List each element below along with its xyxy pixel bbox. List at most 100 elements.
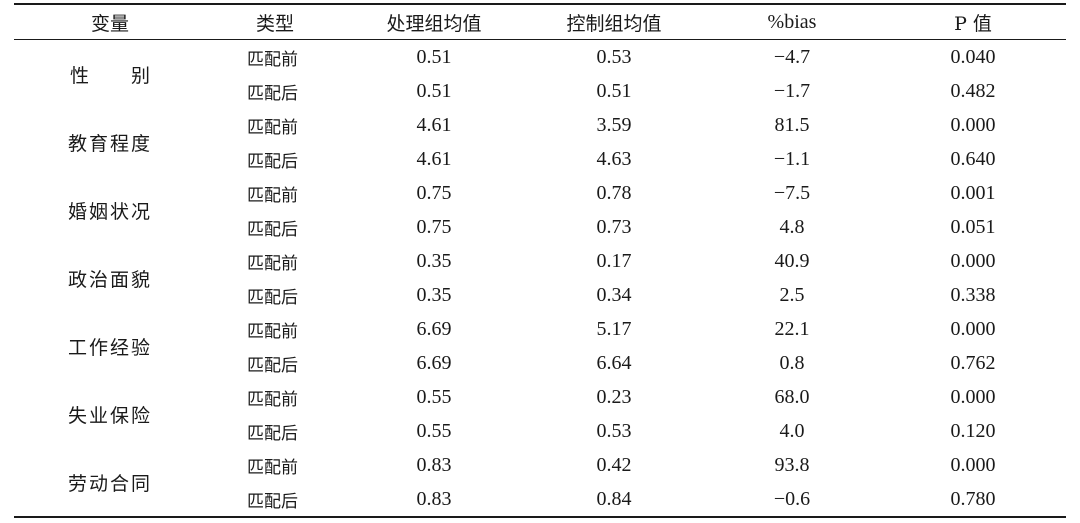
table-row: 匹配后 0.35 0.34 2.5 0.338 [14,278,1066,312]
p-value-cell: 0.051 [950,215,996,238]
header-bias: %bias [767,10,817,33]
type-cell: 匹配后 [247,355,298,376]
type-cell: 匹配前 [247,253,298,274]
table-row: 政治面貌 匹配前 0.35 0.17 40.9 0.000 [14,244,1066,291]
p-value-cell: 0.000 [950,249,996,272]
bias-cell: −1.1 [773,147,811,170]
type-cell: 匹配后 [247,491,298,512]
variable-name: 性 别 [70,64,150,87]
header-row: 变量 类型 处理组均值 控制组均值 %bias P 值 [14,4,1066,40]
header-variable: 变量 [90,12,129,35]
p-value-cell: 0.001 [950,181,996,204]
treatment-mean-cell: 0.51 [416,79,452,102]
type-cell: 匹配前 [247,321,298,342]
bias-cell: 93.8 [774,453,810,476]
treatment-mean-cell: 0.51 [416,45,452,68]
type-cell: 匹配前 [247,389,298,410]
table-row: 匹配后 0.83 0.84 −0.6 0.780 [14,482,1066,517]
table-row: 性 别 匹配前 0.51 0.53 −4.7 0.040 [14,40,1066,87]
type-cell: 匹配后 [247,423,298,444]
treatment-mean-cell: 0.75 [416,215,452,238]
header-control-mean: 控制组均值 [566,12,662,35]
table-row: 婚姻状况 匹配前 0.75 0.78 −7.5 0.001 [14,176,1066,223]
variable-name-cell: 教育程度 [67,132,152,155]
control-mean-cell: 0.23 [596,385,632,408]
control-mean-cell: 0.34 [596,283,632,306]
control-mean-cell: 3.59 [596,113,632,136]
control-mean-cell: 0.53 [596,419,632,442]
treatment-mean-cell: 0.55 [416,419,452,442]
bias-cell: 68.0 [774,385,810,408]
variable-name-cell: 劳动合同 [67,472,152,495]
type-cell: 匹配后 [247,219,298,240]
bias-cell: 0.8 [779,351,805,374]
type-cell: 匹配后 [247,287,298,308]
variable-name-cell: 工作经验 [67,336,152,359]
type-cell: 匹配后 [247,151,298,172]
bias-cell: −0.6 [773,487,811,510]
table-row: 匹配后 4.61 4.63 −1.1 0.640 [14,142,1066,176]
bias-cell: 2.5 [779,283,805,306]
bias-cell: 81.5 [774,113,810,136]
p-value-cell: 0.000 [950,385,996,408]
bias-cell: −7.5 [773,181,811,204]
p-value-cell: 0.000 [950,453,996,476]
variable-name-cell: 性 别 [14,40,206,109]
header-type: 类型 [255,12,294,35]
p-value-cell: 0.762 [950,351,996,374]
p-value-cell: 0.000 [950,317,996,340]
treatment-mean-cell: 0.75 [416,181,452,204]
p-value-cell: 0.040 [950,45,996,68]
p-value-cell: 0.120 [950,419,996,442]
table-row: 工作经验 匹配前 6.69 5.17 22.1 0.000 [14,312,1066,359]
control-mean-cell: 5.17 [596,317,632,340]
table-row: 匹配后 0.55 0.53 4.0 0.120 [14,414,1066,448]
variable-name-cell: 婚姻状况 [67,200,152,223]
control-mean-cell: 6.64 [596,351,632,374]
control-mean-cell: 0.73 [596,215,632,238]
table-row: 劳动合同 匹配前 0.83 0.42 93.8 0.000 [14,448,1066,495]
p-value-cell: 0.338 [950,283,996,306]
balance-table-container: 变量 类型 处理组均值 控制组均值 %bias P 值 性 别匹配前 0.51 0.… [14,3,1066,518]
treatment-mean-cell: 0.35 [416,249,452,272]
type-cell: 匹配前 [247,117,298,138]
table-row: 匹配后 0.75 0.73 4.8 0.051 [14,210,1066,244]
type-cell: 匹配前 [247,185,298,206]
covariate-balance-table: 变量 类型 处理组均值 控制组均值 %bias P 值 性 别匹配前 0.51 0.… [14,3,1066,518]
control-mean-cell: 0.84 [596,487,632,510]
treatment-mean-cell: 6.69 [416,351,452,374]
type-cell: 匹配前 [247,457,298,478]
bias-cell: −1.7 [773,79,811,102]
p-value-cell: 0.482 [950,79,996,102]
treatment-mean-cell: 0.83 [416,487,452,510]
control-mean-cell: 0.42 [596,453,632,476]
control-mean-cell: 0.78 [596,181,632,204]
bias-cell: 4.8 [779,215,805,238]
control-mean-cell: 0.53 [596,45,632,68]
bias-cell: 40.9 [774,249,810,272]
treatment-mean-cell: 6.69 [416,317,452,340]
bias-cell: −4.7 [773,45,811,68]
header-p-value: P 值 [954,12,992,35]
p-value-cell: 0.780 [950,487,996,510]
bias-cell: 22.1 [774,317,810,340]
table-row: 失业保险 匹配前 0.55 0.23 68.0 0.000 [14,380,1066,427]
table-row: 教育程度 匹配前 4.61 3.59 81.5 0.000 [14,108,1066,155]
treatment-mean-cell: 4.61 [416,113,452,136]
treatment-mean-cell: 0.55 [416,385,452,408]
treatment-mean-cell: 0.35 [416,283,452,306]
table-row: 匹配后 6.69 6.64 0.8 0.762 [14,346,1066,380]
bias-cell: 4.0 [779,419,805,442]
control-mean-cell: 4.63 [596,147,632,170]
type-cell: 匹配前 [247,49,298,70]
control-mean-cell: 0.17 [596,249,632,272]
p-value-cell: 0.000 [950,113,996,136]
table-row: 匹配后 0.51 0.51 −1.7 0.482 [14,74,1066,108]
variable-name-cell: 失业保险 [67,404,152,427]
table-body: 性 别匹配前 0.51 0.53 −4.7 0.040 匹配后 0.51 0.51 −1.7 0.… [14,40,1066,517]
control-mean-cell: 0.51 [596,79,632,102]
variable-name-cell: 政治面貌 [67,268,152,291]
p-value-cell: 0.640 [950,147,996,170]
type-cell: 匹配后 [247,83,298,104]
treatment-mean-cell: 0.83 [416,453,452,476]
